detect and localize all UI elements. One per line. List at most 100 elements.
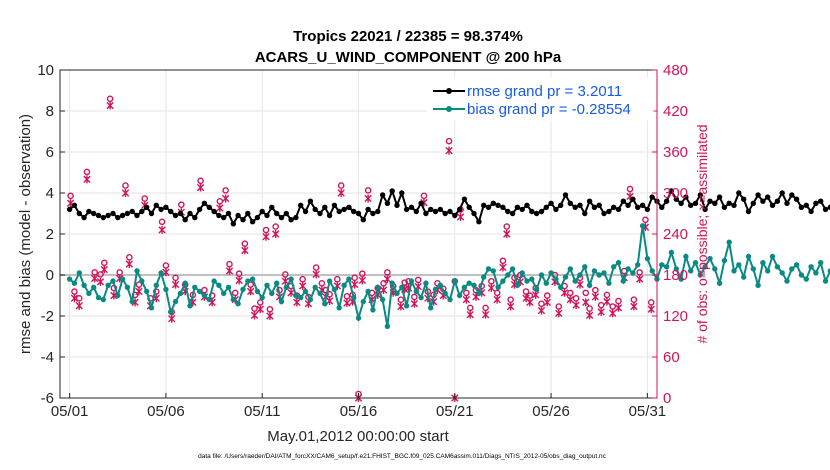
rmse-point: [466, 204, 472, 210]
rmse-point: [803, 202, 809, 208]
bias-point: [124, 284, 131, 290]
rmse-point: [639, 202, 646, 208]
rmse-point: [283, 210, 289, 217]
bias-point: [168, 309, 174, 315]
y-axis-right: 0 60 120 180 240 300 360 420 480: [652, 62, 688, 407]
obs-assimilated-marker: [647, 305, 655, 314]
bias-point: [158, 270, 164, 276]
obs-possible-marker: [141, 195, 149, 202]
bias-point: [432, 286, 439, 293]
obs-possible-marker: [586, 305, 593, 312]
rmse-point: [760, 198, 766, 204]
rmse-point: [707, 198, 713, 204]
bias-point: [572, 278, 578, 284]
bias-point: [736, 262, 742, 268]
bias-point: [505, 272, 511, 278]
obs-possible-marker: [482, 304, 489, 312]
bias-point: [312, 284, 318, 290]
obs-assimilated-marker: [162, 268, 170, 277]
obs-assimilated-marker: [90, 274, 99, 283]
rmse-point: [567, 200, 573, 206]
obs-assimilated-marker: [499, 263, 507, 272]
obs-assimilated-marker: [383, 275, 392, 284]
obs-possible-marker: [592, 286, 599, 294]
rmse-point: [158, 206, 164, 213]
x-tick-label: 05/06: [147, 403, 185, 420]
obs-assimilated-marker: [337, 189, 345, 197]
obs-possible-marker: [272, 223, 279, 230]
obs-possible-marker: [334, 275, 341, 283]
rmse-point: [274, 210, 280, 217]
obs-possible-marker: [106, 95, 114, 103]
bias-point: [543, 280, 549, 286]
rmse-point: [288, 217, 294, 223]
rmse-point: [172, 212, 179, 219]
bias-point: [827, 268, 830, 274]
bias-point: [245, 278, 251, 284]
rmse-point: [389, 188, 395, 194]
bias-point: [307, 296, 314, 303]
bias-point: [346, 276, 352, 282]
bias-point: [577, 272, 583, 278]
obs-possible-marker: [499, 257, 507, 265]
bias-point: [341, 282, 347, 288]
y-tick-label: 6: [46, 144, 54, 161]
obs-assimilated-marker: [298, 281, 307, 290]
rmse-series: [66, 188, 830, 227]
bias-point: [808, 264, 814, 270]
obs-assimilated-marker: [576, 280, 584, 289]
rmse-point: [399, 190, 405, 196]
rmse-point: [365, 206, 371, 213]
obs-possible-marker: [420, 192, 428, 200]
rmse-point: [153, 202, 159, 208]
obs-assimilated-marker: [531, 290, 540, 299]
bias-point: [765, 268, 771, 274]
bias-point: [721, 257, 728, 264]
rmse-point: [697, 192, 703, 198]
bias-point: [177, 290, 184, 297]
rmse-point: [505, 208, 511, 215]
rmse-point: [485, 204, 492, 210]
bias-point: [76, 270, 83, 276]
rmse-point: [221, 214, 227, 221]
rmse-point: [548, 200, 554, 206]
obs-assimilated-marker: [445, 146, 453, 155]
rmse-point: [716, 194, 723, 200]
obs-possible-marker: [158, 218, 166, 226]
obs-possible-marker: [615, 297, 622, 305]
obs-possible-marker: [572, 295, 580, 302]
rmse-point: [611, 204, 617, 210]
bias-point: [119, 276, 126, 282]
bias-point: [755, 282, 761, 288]
rmse-point: [351, 208, 357, 215]
obs-possible-marker: [538, 300, 545, 308]
rmse-point: [822, 206, 829, 213]
rmse-point: [307, 198, 314, 204]
rmse-point: [827, 204, 830, 210]
obs-possible-marker: [380, 279, 387, 287]
bias-point: [95, 294, 102, 301]
bias-point: [394, 290, 400, 297]
obs-assimilated-marker: [481, 310, 490, 319]
bias-point: [148, 305, 155, 311]
bias-point: [461, 284, 468, 290]
y-tick-label: 10: [37, 62, 54, 79]
bias-point: [240, 286, 246, 293]
obs-assimilated-marker: [364, 194, 372, 203]
bias-point: [793, 262, 800, 268]
rmse-point: [442, 210, 448, 217]
bias-point: [582, 264, 588, 270]
rmse-point: [601, 210, 607, 217]
rmse-point: [298, 202, 304, 208]
bias-point: [673, 266, 679, 272]
obs-assimilated-marker: [555, 309, 563, 318]
obs-possible-marker: [337, 182, 345, 189]
obs-assimilated-marker: [70, 294, 79, 303]
obs-assimilated-marker: [609, 309, 617, 318]
obs-possible-marker: [178, 201, 185, 209]
obs-possible-marker: [543, 292, 551, 299]
bias-point: [336, 305, 342, 311]
rmse-point: [702, 206, 708, 213]
legend: rmse grand pr = 3.2011 bias grand pr = -…: [427, 77, 654, 121]
